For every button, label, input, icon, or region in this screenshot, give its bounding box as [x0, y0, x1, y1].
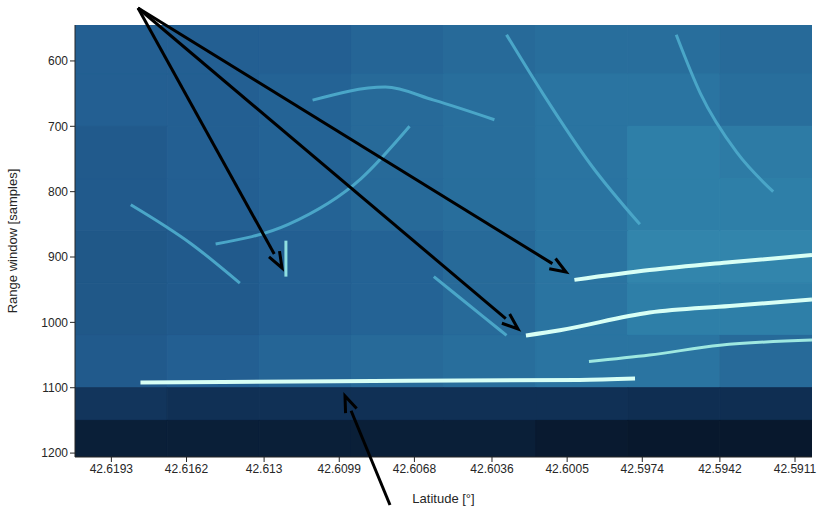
svg-text:700: 700	[48, 120, 68, 134]
svg-text:1100: 1100	[42, 381, 68, 395]
svg-text:900: 900	[48, 250, 68, 264]
svg-text:42.5942: 42.5942	[698, 462, 742, 476]
svg-text:42.5974: 42.5974	[621, 462, 665, 476]
svg-text:800: 800	[48, 185, 68, 199]
svg-text:600: 600	[48, 54, 68, 68]
svg-text:42.6099: 42.6099	[318, 462, 362, 476]
svg-text:Range window [samples]: Range window [samples]	[5, 169, 20, 314]
svg-text:42.613: 42.613	[246, 462, 283, 476]
svg-text:42.6036: 42.6036	[470, 462, 514, 476]
svg-text:1000: 1000	[41, 316, 68, 330]
svg-text:42.6162: 42.6162	[165, 462, 209, 476]
svg-text:42.6068: 42.6068	[393, 462, 437, 476]
svg-text:Latitude [°]: Latitude [°]	[412, 491, 474, 506]
svg-text:42.5911: 42.5911	[774, 462, 817, 476]
svg-text:42.6005: 42.6005	[545, 462, 589, 476]
svg-text:1200: 1200	[41, 446, 68, 460]
svg-text:42.6193: 42.6193	[90, 462, 134, 476]
